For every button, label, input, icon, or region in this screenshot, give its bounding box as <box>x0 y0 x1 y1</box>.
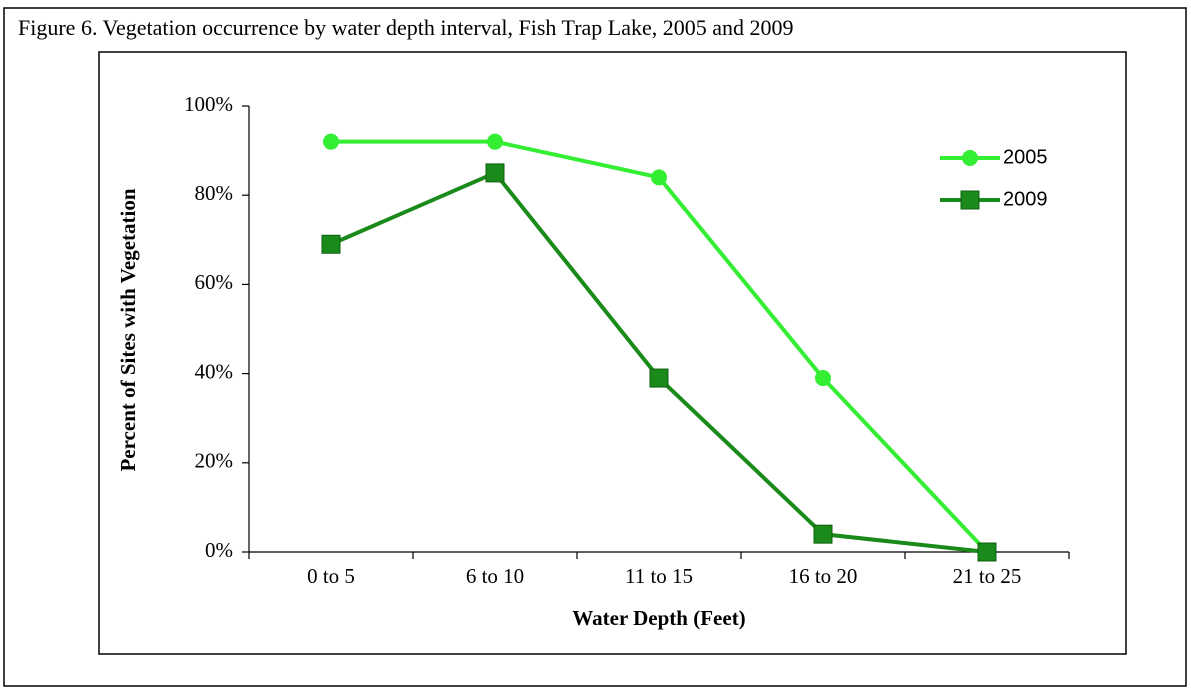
y-tick-label: 80% <box>195 181 234 205</box>
x-tick-label: 6 to 10 <box>466 564 524 588</box>
x-tick-label: 16 to 20 <box>789 564 858 588</box>
marker <box>962 150 978 166</box>
legend-label: 2005 <box>1003 146 1048 168</box>
outer-border <box>3 7 1187 687</box>
marker <box>487 133 503 150</box>
y-tick-label: 100% <box>184 92 233 116</box>
marker <box>485 163 505 183</box>
y-tick-label: 60% <box>195 270 234 294</box>
y-tick-label: 40% <box>195 359 234 383</box>
legend-label: 2009 <box>1003 188 1048 210</box>
y-axis-label: Percent of Sites with Vegetation <box>116 188 140 471</box>
chart-title: Figure 6. Vegetation occurrence by water… <box>18 15 794 40</box>
marker <box>651 169 667 186</box>
x-axis-label: Water Depth (Feet) <box>572 606 745 630</box>
y-tick-label: 0% <box>205 538 233 562</box>
marker <box>649 368 669 388</box>
series-line <box>330 170 988 554</box>
marker <box>813 524 833 544</box>
marker <box>977 542 997 562</box>
marker <box>960 190 980 210</box>
x-tick-label: 11 to 15 <box>625 564 693 588</box>
marker <box>323 133 339 150</box>
marker <box>815 370 831 387</box>
x-tick-label: 0 to 5 <box>307 564 355 588</box>
marker <box>321 234 341 254</box>
y-tick-label: 20% <box>195 449 234 473</box>
x-tick-label: 21 to 25 <box>953 564 1022 588</box>
chart-border <box>98 51 1127 655</box>
